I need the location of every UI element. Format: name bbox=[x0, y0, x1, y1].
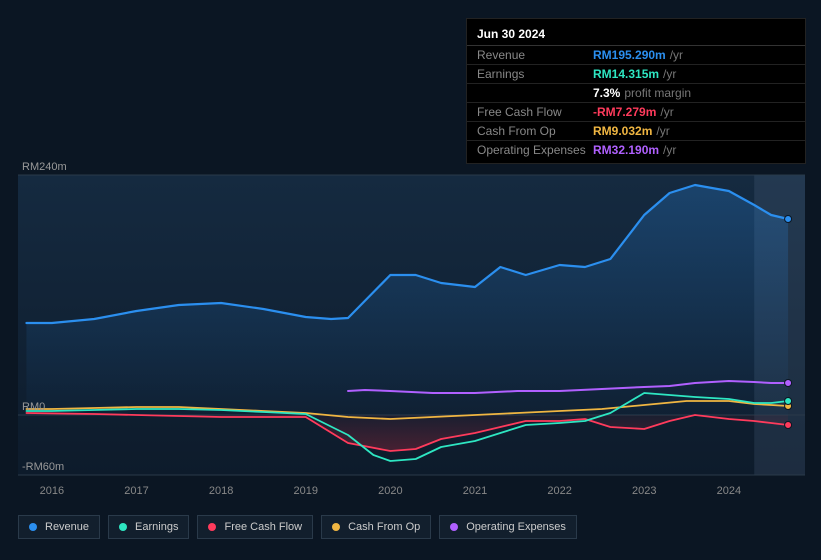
x-axis-label: 2020 bbox=[378, 485, 402, 497]
tooltip-row-label: Free Cash Flow bbox=[477, 105, 593, 119]
x-axis-label: 2021 bbox=[463, 485, 487, 497]
tooltip-row-unit: profit margin bbox=[624, 86, 691, 100]
tooltip-row: Free Cash Flow-RM7.279m/yr bbox=[467, 103, 805, 122]
x-axis-label: 2017 bbox=[124, 485, 148, 497]
tooltip-row-label: Earnings bbox=[477, 67, 593, 81]
tooltip-row-label: Revenue bbox=[477, 48, 593, 62]
tooltip-row-unit: /yr bbox=[663, 143, 676, 157]
legend: Revenue Earnings Free Cash Flow Cash From O… bbox=[18, 515, 577, 539]
x-axis-label: 2019 bbox=[293, 485, 317, 497]
legend-dot-icon bbox=[119, 523, 127, 531]
x-axis-label: 2024 bbox=[717, 485, 741, 497]
legend-dot-icon bbox=[29, 523, 37, 531]
y-axis-label: -RM60m bbox=[22, 461, 64, 473]
legend-label: Revenue bbox=[45, 521, 89, 533]
tooltip-row: Operating ExpensesRM32.190m/yr bbox=[467, 141, 805, 159]
tooltip-row: EarningsRM14.315m/yr bbox=[467, 65, 805, 84]
tooltip-row-value: -RM7.279m bbox=[593, 105, 656, 119]
legend-item[interactable]: Free Cash Flow bbox=[197, 515, 313, 539]
tooltip-row: Cash From OpRM9.032m/yr bbox=[467, 122, 805, 141]
tooltip-row-value: RM9.032m bbox=[593, 124, 652, 138]
x-axis-label: 2022 bbox=[547, 485, 571, 497]
tooltip-row-label bbox=[477, 86, 593, 100]
tooltip-row-value: RM32.190m bbox=[593, 143, 659, 157]
legend-item[interactable]: Cash From Op bbox=[321, 515, 431, 539]
tooltip-row-value: RM14.315m bbox=[593, 67, 659, 81]
chart-area[interactable] bbox=[18, 160, 805, 500]
tooltip-date: Jun 30 2024 bbox=[467, 25, 805, 46]
legend-label: Operating Expenses bbox=[466, 521, 566, 533]
legend-dot-icon bbox=[450, 523, 458, 531]
y-axis-label: RM0 bbox=[22, 401, 45, 413]
x-axis-label: 2018 bbox=[209, 485, 233, 497]
x-axis-label: 2023 bbox=[632, 485, 656, 497]
tooltip-row-unit: /yr bbox=[663, 67, 676, 81]
legend-item[interactable]: Revenue bbox=[18, 515, 100, 539]
legend-dot-icon bbox=[332, 523, 340, 531]
tooltip-row-value: RM195.290m bbox=[593, 48, 666, 62]
legend-label: Earnings bbox=[135, 521, 178, 533]
tooltip-row-unit: /yr bbox=[660, 105, 673, 119]
data-tooltip: Jun 30 2024 RevenueRM195.290m/yrEarnings… bbox=[466, 18, 806, 164]
tooltip-row-unit: /yr bbox=[670, 48, 683, 62]
tooltip-row-label: Cash From Op bbox=[477, 124, 593, 138]
tooltip-row-unit: /yr bbox=[656, 124, 669, 138]
tooltip-row: 7.3% profit margin bbox=[467, 84, 805, 103]
tooltip-row-value: 7.3% bbox=[593, 86, 620, 100]
legend-label: Cash From Op bbox=[348, 521, 420, 533]
y-axis-label: RM240m bbox=[22, 161, 67, 173]
tooltip-row: RevenueRM195.290m/yr bbox=[467, 46, 805, 65]
legend-dot-icon bbox=[208, 523, 216, 531]
legend-item[interactable]: Earnings bbox=[108, 515, 189, 539]
x-axis-label: 2016 bbox=[40, 485, 64, 497]
legend-label: Free Cash Flow bbox=[224, 521, 302, 533]
tooltip-row-label: Operating Expenses bbox=[477, 143, 593, 157]
legend-item[interactable]: Operating Expenses bbox=[439, 515, 577, 539]
